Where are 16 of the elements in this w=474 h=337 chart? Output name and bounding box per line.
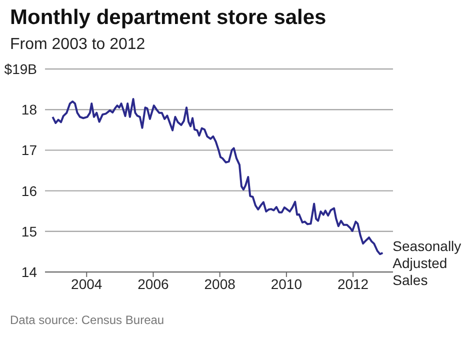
chart-subtitle: From 2003 to 2012: [10, 36, 146, 54]
chart-title: Monthly department store sales: [10, 6, 326, 30]
series-label: Seasonally Adjusted Sales: [392, 238, 462, 288]
y-tick-label: 15: [21, 223, 38, 240]
x-tick-label: 2008: [204, 276, 236, 292]
y-tick-label: $19B: [4, 60, 37, 77]
line-series: [52, 98, 384, 256]
y-tick-label: 17: [21, 142, 38, 158]
y-tick-label: 16: [21, 182, 38, 199]
x-tick-label: 2004: [71, 276, 102, 292]
source-note: Data source: Census Bureau: [10, 313, 164, 327]
y-tick-label: 18: [21, 102, 38, 118]
x-tick-label: 2012: [337, 276, 369, 292]
y-tick-label: 14: [21, 264, 38, 280]
x-tick-label: 2006: [138, 276, 170, 292]
x-tick-label: 2010: [270, 276, 302, 292]
